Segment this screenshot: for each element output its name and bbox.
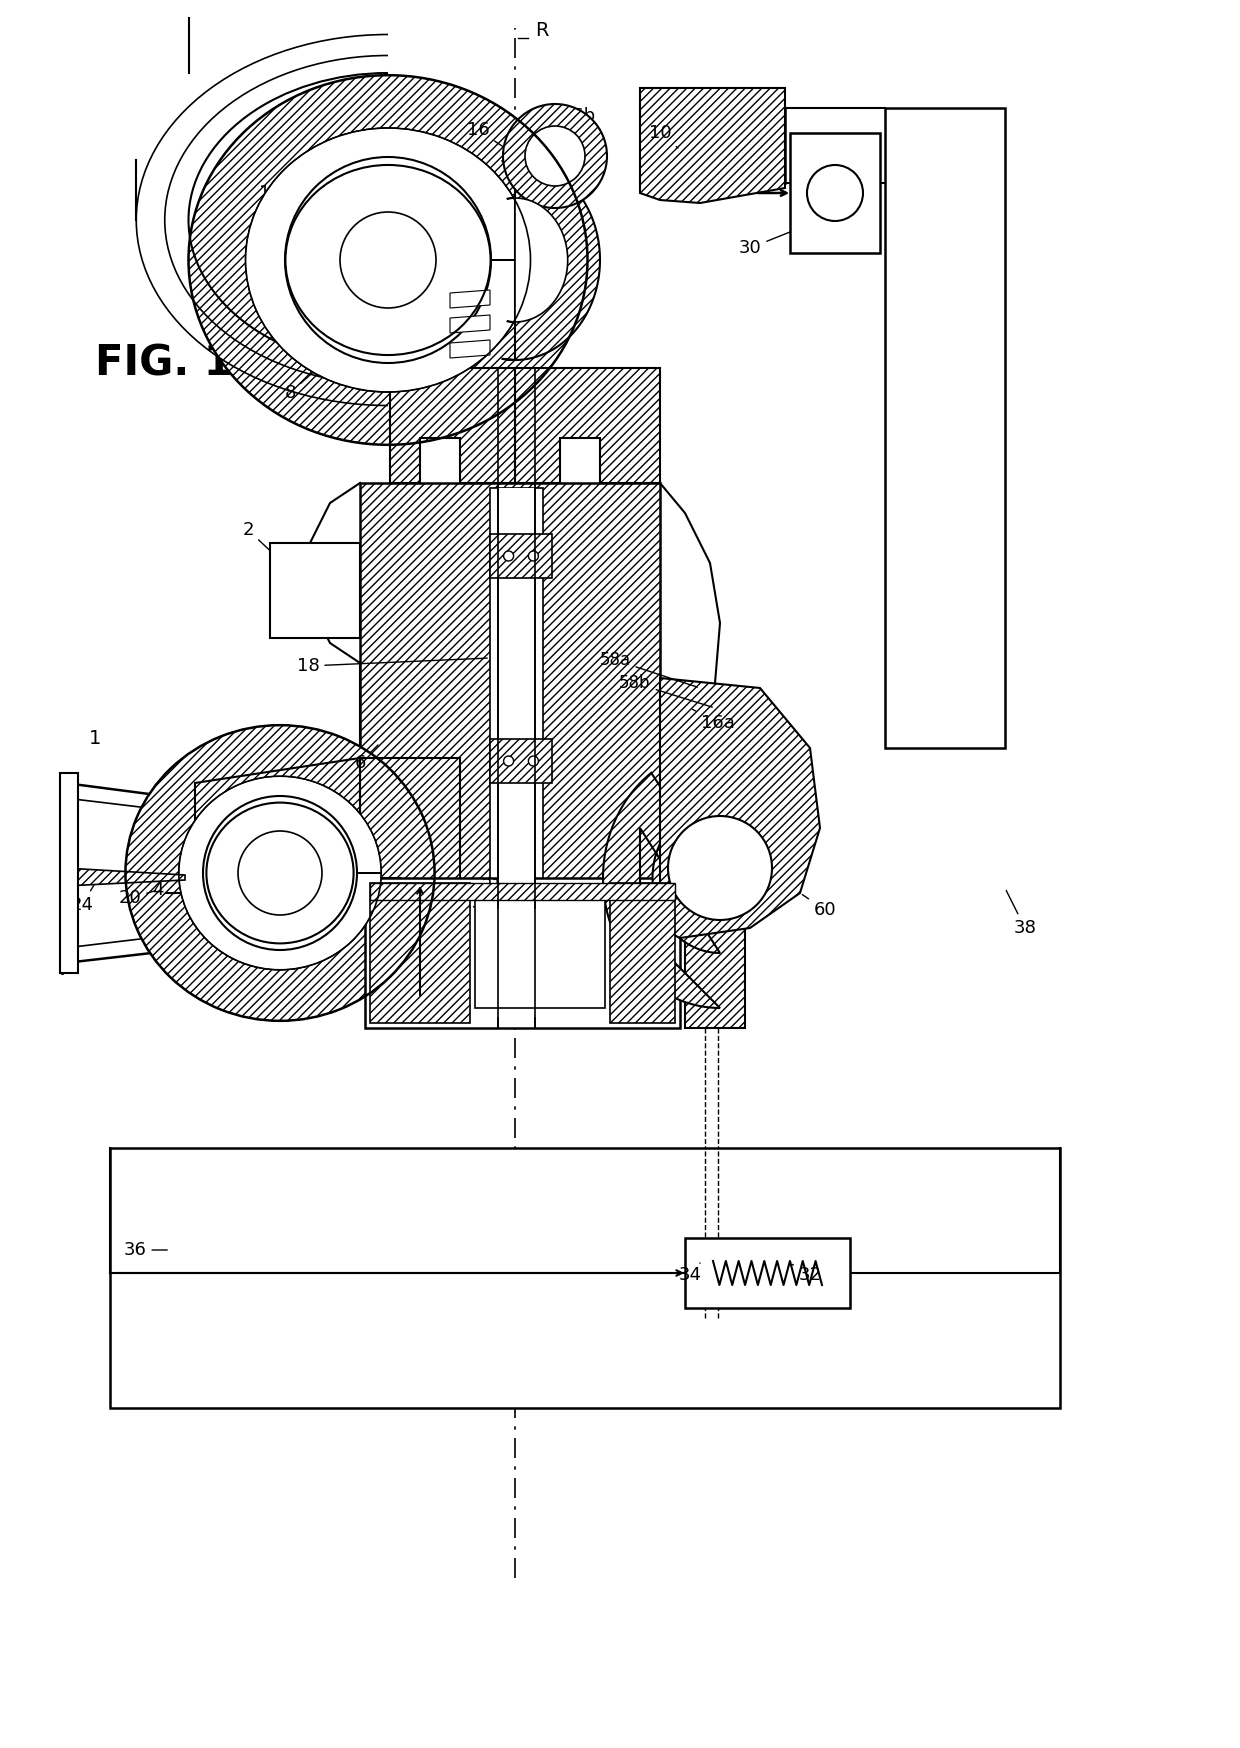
Text: 30: 30 xyxy=(739,229,797,257)
Text: 16a: 16a xyxy=(692,710,735,732)
Bar xyxy=(490,739,552,783)
Bar xyxy=(60,773,78,974)
Text: 22: 22 xyxy=(510,937,531,954)
Bar xyxy=(370,883,470,1023)
Polygon shape xyxy=(640,87,785,203)
Circle shape xyxy=(525,126,585,185)
Text: 56: 56 xyxy=(646,926,667,946)
Circle shape xyxy=(503,551,513,561)
Text: 50: 50 xyxy=(408,949,433,974)
Polygon shape xyxy=(360,759,460,907)
Text: FIG. 1: FIG. 1 xyxy=(95,343,233,385)
Text: 32: 32 xyxy=(792,1264,821,1285)
Text: 16b: 16b xyxy=(560,107,595,131)
Text: R: R xyxy=(536,21,549,40)
Polygon shape xyxy=(125,725,434,1021)
Circle shape xyxy=(528,755,538,766)
Bar xyxy=(790,133,880,253)
Circle shape xyxy=(203,795,357,949)
Polygon shape xyxy=(450,341,490,358)
Bar xyxy=(110,1148,1060,1407)
Text: 18: 18 xyxy=(296,657,487,675)
Circle shape xyxy=(503,103,608,208)
Bar xyxy=(475,898,605,1009)
Text: 16: 16 xyxy=(466,121,517,157)
Text: 27: 27 xyxy=(511,907,532,925)
Text: 38: 38 xyxy=(1006,890,1037,937)
Text: 58b: 58b xyxy=(619,675,712,708)
Polygon shape xyxy=(603,773,720,1009)
Text: 10: 10 xyxy=(649,124,678,149)
Circle shape xyxy=(340,212,436,308)
Bar xyxy=(684,829,745,1028)
Bar xyxy=(370,883,675,900)
Polygon shape xyxy=(660,678,820,939)
Bar xyxy=(498,488,534,904)
Text: 54: 54 xyxy=(529,951,551,968)
Polygon shape xyxy=(450,290,490,308)
Bar xyxy=(490,533,552,579)
Polygon shape xyxy=(450,315,490,334)
Text: 8: 8 xyxy=(284,350,339,402)
Text: 1: 1 xyxy=(89,729,102,748)
Text: 52: 52 xyxy=(537,886,558,905)
Polygon shape xyxy=(507,198,568,322)
Bar xyxy=(365,877,680,1028)
Circle shape xyxy=(285,157,491,364)
Text: 58a: 58a xyxy=(599,650,697,687)
Polygon shape xyxy=(502,161,600,360)
Text: 12: 12 xyxy=(259,184,317,203)
Text: 6: 6 xyxy=(355,745,378,773)
Polygon shape xyxy=(310,273,391,369)
Bar xyxy=(610,883,675,1023)
Text: 26: 26 xyxy=(202,864,227,883)
Polygon shape xyxy=(515,369,660,482)
Text: 60: 60 xyxy=(802,895,836,919)
Text: 2: 2 xyxy=(242,521,308,586)
Bar xyxy=(885,108,1004,748)
Circle shape xyxy=(668,816,773,919)
Text: 34: 34 xyxy=(678,1264,702,1285)
Text: 20: 20 xyxy=(119,890,155,907)
Text: 21: 21 xyxy=(481,877,502,895)
Polygon shape xyxy=(246,128,531,392)
Text: 14: 14 xyxy=(376,250,401,269)
Bar xyxy=(270,544,360,638)
Circle shape xyxy=(807,164,863,220)
Circle shape xyxy=(503,755,513,766)
Bar xyxy=(490,488,543,904)
Text: 28: 28 xyxy=(404,932,425,949)
Polygon shape xyxy=(195,759,360,893)
Text: 23: 23 xyxy=(461,893,482,912)
Polygon shape xyxy=(391,369,515,482)
Text: 25: 25 xyxy=(525,890,546,907)
Polygon shape xyxy=(360,482,660,907)
Bar xyxy=(684,1238,849,1308)
Circle shape xyxy=(528,551,538,561)
Polygon shape xyxy=(179,776,381,970)
Text: 36: 36 xyxy=(124,1241,167,1259)
Polygon shape xyxy=(64,869,185,886)
Text: 4: 4 xyxy=(153,881,164,898)
Polygon shape xyxy=(188,75,588,444)
Text: 24: 24 xyxy=(71,877,98,914)
Circle shape xyxy=(238,830,322,914)
